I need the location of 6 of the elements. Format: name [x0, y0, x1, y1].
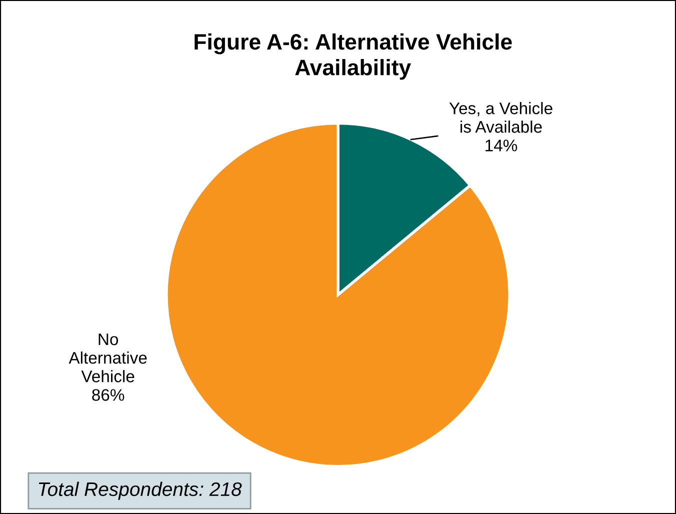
data-label: 86%	[92, 389, 124, 401]
data-label: 14%	[486, 140, 518, 152]
text: Total Respondents: 218	[38, 482, 242, 500]
slice-label: No Alternative Vehicle	[68, 334, 147, 382]
chart-title: Figure A-6: Alternative Vehicle Availability	[194, 33, 512, 80]
slice-label: Yes, a Vehicle is Available	[449, 102, 552, 133]
